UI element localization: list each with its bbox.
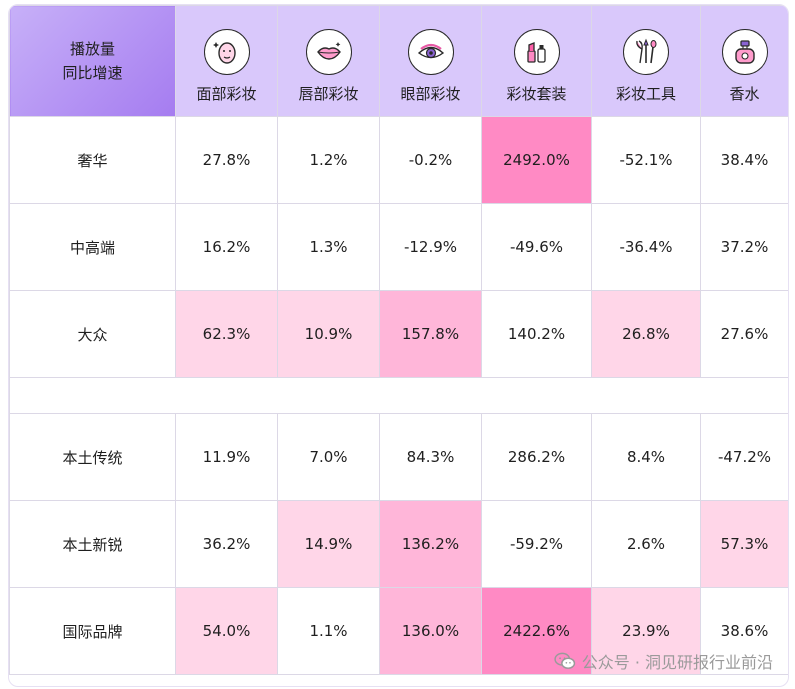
table-row: 大众 62.3% 10.9% 157.8% 140.2% 26.8% 27.6% <box>9 290 788 378</box>
row-label: 国际品牌 <box>9 587 176 675</box>
value-cell: 10.9% <box>277 290 380 378</box>
corner-header-line-1: 播放量 <box>69 40 115 58</box>
face-mask-icon <box>203 29 250 75</box>
value-cell: 2492.0% <box>481 116 592 204</box>
value-cell: -0.2% <box>379 116 482 204</box>
corner-header-line-2: 同比增速 <box>62 64 123 82</box>
value-cell: 11.9% <box>175 413 278 501</box>
perfume-icon <box>721 29 768 75</box>
column-label: 面部彩妆 <box>196 85 257 103</box>
row-label: 奢华 <box>9 116 176 204</box>
value-cell: 38.4% <box>700 116 788 204</box>
table-row: 本土传统 11.9% 7.0% 84.3% 286.2% 8.4% -47.2% <box>9 413 788 501</box>
column-label: 香水 <box>729 85 760 103</box>
column-header-2: 眼部彩妆 <box>379 5 482 117</box>
table-row: 本土新锐 36.2% 14.9% 136.2% -59.2% 2.6% 57.3% <box>9 500 788 588</box>
value-cell: 2.6% <box>591 500 701 588</box>
value-cell: 140.2% <box>481 290 592 378</box>
value-cell: 16.2% <box>175 203 278 291</box>
value-cell: 8.4% <box>591 413 701 501</box>
value-cell: 286.2% <box>481 413 592 501</box>
table-row: 奢华 27.8% 1.2% -0.2% 2492.0% -52.1% 38.4% <box>9 116 788 204</box>
column-label: 彩妆套装 <box>506 85 567 103</box>
column-label: 彩妆工具 <box>615 85 676 103</box>
value-cell: -12.9% <box>379 203 482 291</box>
value-cell: 14.9% <box>277 500 380 588</box>
table-row: 中高端 16.2% 1.3% -12.9% -49.6% -36.4% 37.2% <box>9 203 788 291</box>
column-header-3: 彩妆套装 <box>481 5 592 117</box>
value-cell: -36.4% <box>591 203 701 291</box>
value-cell: 1.2% <box>277 116 380 204</box>
value-cell: 7.0% <box>277 413 380 501</box>
value-cell: -59.2% <box>481 500 592 588</box>
column-header-1: 唇部彩妆 <box>277 5 380 117</box>
value-cell: 23.9% <box>591 587 701 675</box>
watermark-text: 公众号 · 洞见研报行业前沿 <box>581 653 773 672</box>
brushes-icon <box>623 29 669 75</box>
table-row: 国际品牌 54.0% 1.1% 136.0% 2422.6% 23.9% 38.6% <box>9 587 788 675</box>
value-cell: -49.6% <box>481 203 592 291</box>
row-label: 本土传统 <box>9 413 176 501</box>
growth-table: 播放量 同比增速 面部彩妆 唇部彩妆 眼部彩妆 彩妆套装 彩妆工具 香水 奢华 27.8% 1… <box>9 5 788 675</box>
makeup-set-icon <box>513 29 560 75</box>
value-cell: 136.2% <box>379 500 482 588</box>
corner-header: 播放量 同比增速 <box>9 5 176 117</box>
row-label: 大众 <box>9 290 176 378</box>
value-cell: 37.2% <box>700 203 788 291</box>
value-cell: -47.2% <box>700 413 788 501</box>
value-cell: 1.1% <box>277 587 380 675</box>
eye-icon <box>407 29 454 75</box>
value-cell: 157.8% <box>379 290 482 378</box>
column-header-5: 香水 <box>700 5 788 117</box>
data-table-frame: 播放量 同比增速 面部彩妆 唇部彩妆 眼部彩妆 彩妆套装 彩妆工具 香水 奢华 27.8% 1… <box>8 4 789 687</box>
value-cell: 27.8% <box>175 116 278 204</box>
column-label: 眼部彩妆 <box>400 85 461 103</box>
value-cell: 62.3% <box>175 290 278 378</box>
group-spacer-row <box>9 377 788 414</box>
value-cell: 27.6% <box>700 290 788 378</box>
value-cell: 1.3% <box>277 203 380 291</box>
value-cell: 36.2% <box>175 500 278 588</box>
watermark: 公众号 · 洞见研报行业前沿 <box>554 649 773 673</box>
value-cell: 26.8% <box>591 290 701 378</box>
column-header-0: 面部彩妆 <box>175 5 278 117</box>
row-label: 中高端 <box>9 203 176 291</box>
lips-icon <box>305 29 352 75</box>
value-cell: -52.1% <box>591 116 701 204</box>
wechat-icon <box>554 652 575 669</box>
value-cell: 57.3% <box>700 500 788 588</box>
row-label: 本土新锐 <box>9 500 176 588</box>
value-cell: 54.0% <box>175 587 278 675</box>
spacer-cell <box>9 377 788 414</box>
column-label: 唇部彩妆 <box>298 85 359 103</box>
value-cell: 84.3% <box>379 413 482 501</box>
value-cell: 136.0% <box>379 587 482 675</box>
column-header-4: 彩妆工具 <box>591 5 701 117</box>
value-cell: 38.6% <box>700 587 788 675</box>
